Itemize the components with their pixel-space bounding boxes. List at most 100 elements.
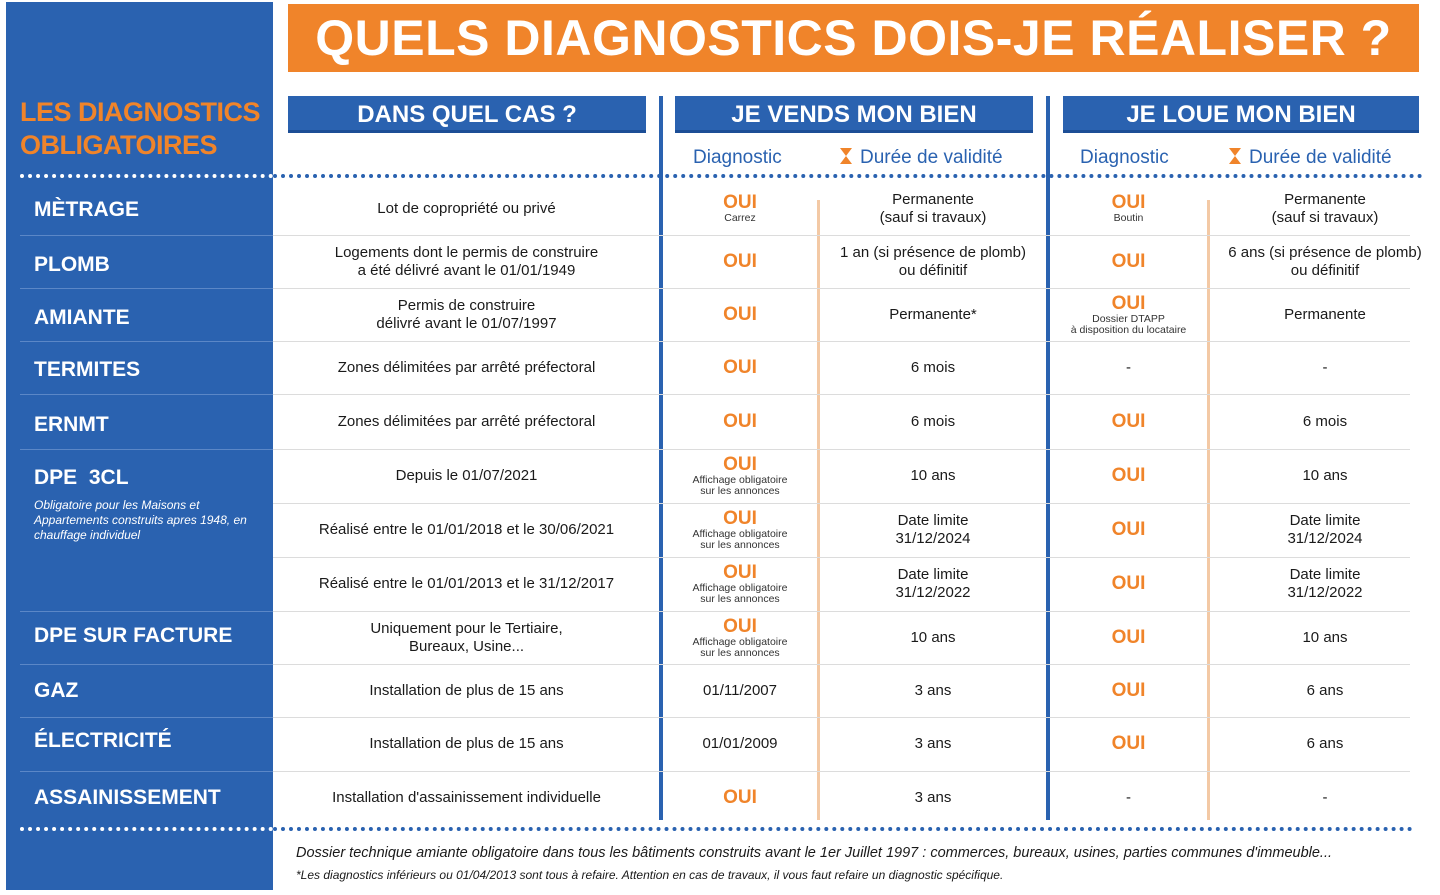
dotted-divider-top bbox=[273, 174, 1423, 178]
rent-validity-cell: Date limite 31/12/2024 bbox=[1210, 503, 1440, 557]
case-text: Bureaux, Usine... bbox=[408, 637, 525, 655]
sell-diagnostic-cell: OUI bbox=[663, 341, 817, 394]
rent-diagnostic-value: OUI bbox=[1111, 626, 1146, 648]
sidebar-title-line2: OBLIGATOIRES bbox=[20, 130, 218, 160]
case-text: Zones délimitées par arrêté préfectoral bbox=[337, 358, 596, 376]
sidebar-row-divider bbox=[20, 771, 273, 772]
sell-validity-text: 6 mois bbox=[910, 412, 956, 430]
rent-validity-text: 6 ans (si présence de plomb) bbox=[1228, 243, 1422, 261]
rent-validity-text: 31/12/2024 bbox=[1287, 530, 1363, 547]
sell-diagnostic-note: sur les annonces bbox=[700, 593, 780, 605]
dotted-divider-bottom bbox=[273, 827, 1413, 831]
case-text: a été délivré avant le 01/01/1949 bbox=[357, 261, 576, 279]
hourglass-icon bbox=[1229, 148, 1241, 164]
rent-validity-cell: 10 ans bbox=[1210, 449, 1440, 503]
sell-validity-text: (sauf si travaux) bbox=[879, 208, 987, 226]
sell-validity-text: 3 ans bbox=[914, 789, 952, 806]
sell-validity-text: Date limite bbox=[897, 566, 969, 583]
case-text: Installation de plus de 15 ans bbox=[369, 735, 564, 752]
sell-diagnostic-value: OUI bbox=[723, 508, 757, 529]
rent-diagnostic-value: OUI bbox=[1111, 192, 1146, 213]
rent-validity-cell: Date limite 31/12/2022 bbox=[1210, 557, 1440, 611]
row-divider bbox=[273, 503, 1410, 504]
rent-diagnostic-cell: OUI bbox=[1050, 449, 1207, 503]
sell-diagnostic-cell: OUI bbox=[663, 288, 817, 341]
case-cell: Réalisé entre le 01/01/2013 et le 31/12/… bbox=[273, 557, 660, 611]
sell-diagnostic-cell: OUI Affichage obligatoire sur les annonces bbox=[663, 611, 817, 664]
rent-validity-cell: 6 ans bbox=[1210, 664, 1440, 717]
rent-validity-text: - bbox=[1322, 789, 1328, 806]
case-cell: Installation d'assainissement individuel… bbox=[273, 771, 660, 825]
rent-validity-cell: - bbox=[1210, 341, 1440, 394]
rent-validity-text: 6 ans bbox=[1306, 681, 1344, 699]
case-text: Depuis le 01/07/2021 bbox=[395, 467, 538, 484]
sell-diagnostic-value: 01/11/2007 bbox=[703, 681, 777, 699]
row-label-gaz: GAZ bbox=[34, 679, 79, 702]
sell-diagnostic-value: OUI bbox=[723, 303, 757, 325]
rent-diagnostic-cell: OUI bbox=[1050, 557, 1207, 611]
header-case: DANS QUEL CAS ? bbox=[288, 96, 646, 133]
row-divider bbox=[273, 717, 1410, 718]
sell-validity-text: Date limite bbox=[897, 512, 969, 529]
rent-diagnostic-cell: - bbox=[1050, 771, 1207, 825]
dotted-divider-bottom-sidebar bbox=[20, 827, 273, 831]
sell-diagnostic-cell: OUI Affichage obligatoire sur les annonces bbox=[663, 503, 817, 557]
sell-diagnostic-cell: 01/01/2009 bbox=[663, 717, 817, 771]
case-cell: Zones délimitées par arrêté préfectoral bbox=[273, 394, 660, 449]
row-label-assainissement: ASSAINISSEMENT bbox=[34, 786, 221, 809]
row-divider bbox=[273, 664, 1410, 665]
sell-diagnostic-note: Affichage obligatoire bbox=[692, 582, 788, 594]
rent-validity-cell: Permanente bbox=[1210, 288, 1440, 341]
rent-validity-text: ou définitif bbox=[1290, 261, 1360, 279]
rent-diagnostic-cell: OUI bbox=[1050, 503, 1207, 557]
case-cell: Lot de copropriété ou privé bbox=[273, 182, 660, 235]
row-divider bbox=[273, 557, 1410, 558]
column-separator-case bbox=[659, 96, 663, 820]
row-note-dpe: Obligatoire pour les Maisons et Appartem… bbox=[34, 498, 247, 542]
rent-diagnostic-value: OUI bbox=[1111, 250, 1146, 272]
sidebar-title: LES DIAGNOSTICS OBLIGATOIRES bbox=[20, 96, 270, 162]
rent-diagnostic-cell: OUI bbox=[1050, 717, 1207, 771]
sidebar-row-divider bbox=[20, 664, 273, 665]
subheader-rent-validity-label: Durée de validité bbox=[1249, 147, 1392, 168]
subheader-rent-validity: Durée de validité bbox=[1229, 146, 1392, 170]
hourglass-icon bbox=[840, 148, 852, 164]
sell-diagnostic-note: Affichage obligatoire bbox=[692, 528, 788, 540]
sidebar-row-divider bbox=[20, 235, 273, 236]
sell-diagnostic-value: OUI bbox=[723, 410, 757, 432]
subheader-sell-validity: Durée de validité bbox=[840, 146, 1003, 170]
rent-diagnostic-note: à disposition du locataire bbox=[1070, 323, 1187, 336]
subheader-rent-diagnostic: Diagnostic bbox=[1080, 147, 1169, 168]
rent-diagnostic-value: OUI bbox=[1111, 292, 1146, 314]
case-text: Permis de construire bbox=[397, 296, 536, 314]
case-text: délivré avant le 01/07/1997 bbox=[376, 314, 557, 332]
rent-diagnostic-value: OUI bbox=[1111, 410, 1146, 432]
row-divider bbox=[273, 394, 1410, 395]
column-separator-sell-inner bbox=[817, 200, 820, 820]
rent-validity-text: 6 mois bbox=[1302, 412, 1348, 430]
row-label-electricite: ÉLECTRICITÉ bbox=[34, 729, 172, 752]
case-text: Logements dont le permis de construire bbox=[334, 243, 599, 261]
sell-validity-cell: 3 ans bbox=[820, 717, 1046, 771]
rent-diagnostic-cell: OUI bbox=[1050, 394, 1207, 449]
case-text: Réalisé entre le 01/01/2018 et le 30/06/… bbox=[318, 521, 615, 538]
sell-diagnostic-value: OUI bbox=[723, 356, 757, 378]
sell-diagnostic-value: OUI bbox=[723, 250, 757, 272]
case-text: Installation d'assainissement individuel… bbox=[332, 789, 601, 806]
sell-diagnostic-value: OUI bbox=[723, 454, 757, 475]
subheader-sell-diagnostic: Diagnostic bbox=[693, 147, 782, 168]
case-text: Zones délimitées par arrêté préfectoral bbox=[337, 412, 596, 430]
rent-validity-cell: - bbox=[1210, 771, 1440, 825]
rent-diagnostic-cell: OUI bbox=[1050, 235, 1207, 288]
rent-validity-cell: 10 ans bbox=[1210, 611, 1440, 664]
header-rent: JE LOUE MON BIEN bbox=[1063, 96, 1419, 133]
sell-validity-cell: Date limite 31/12/2022 bbox=[820, 557, 1046, 611]
sell-validity-text: 6 mois bbox=[910, 358, 956, 376]
row-label-dpe: DPE 3CL bbox=[34, 466, 129, 489]
column-separator-rent-inner bbox=[1207, 200, 1210, 820]
rent-diagnostic-value: OUI bbox=[1111, 573, 1146, 594]
rent-diagnostic-cell: OUI Dossier DTAPP à disposition du locatai… bbox=[1050, 288, 1207, 341]
sell-diagnostic-note: sur les annonces bbox=[700, 646, 780, 659]
sidebar-row-divider bbox=[20, 288, 273, 289]
sell-diagnostic-cell: OUI Affichage obligatoire sur les annonces bbox=[663, 449, 817, 503]
